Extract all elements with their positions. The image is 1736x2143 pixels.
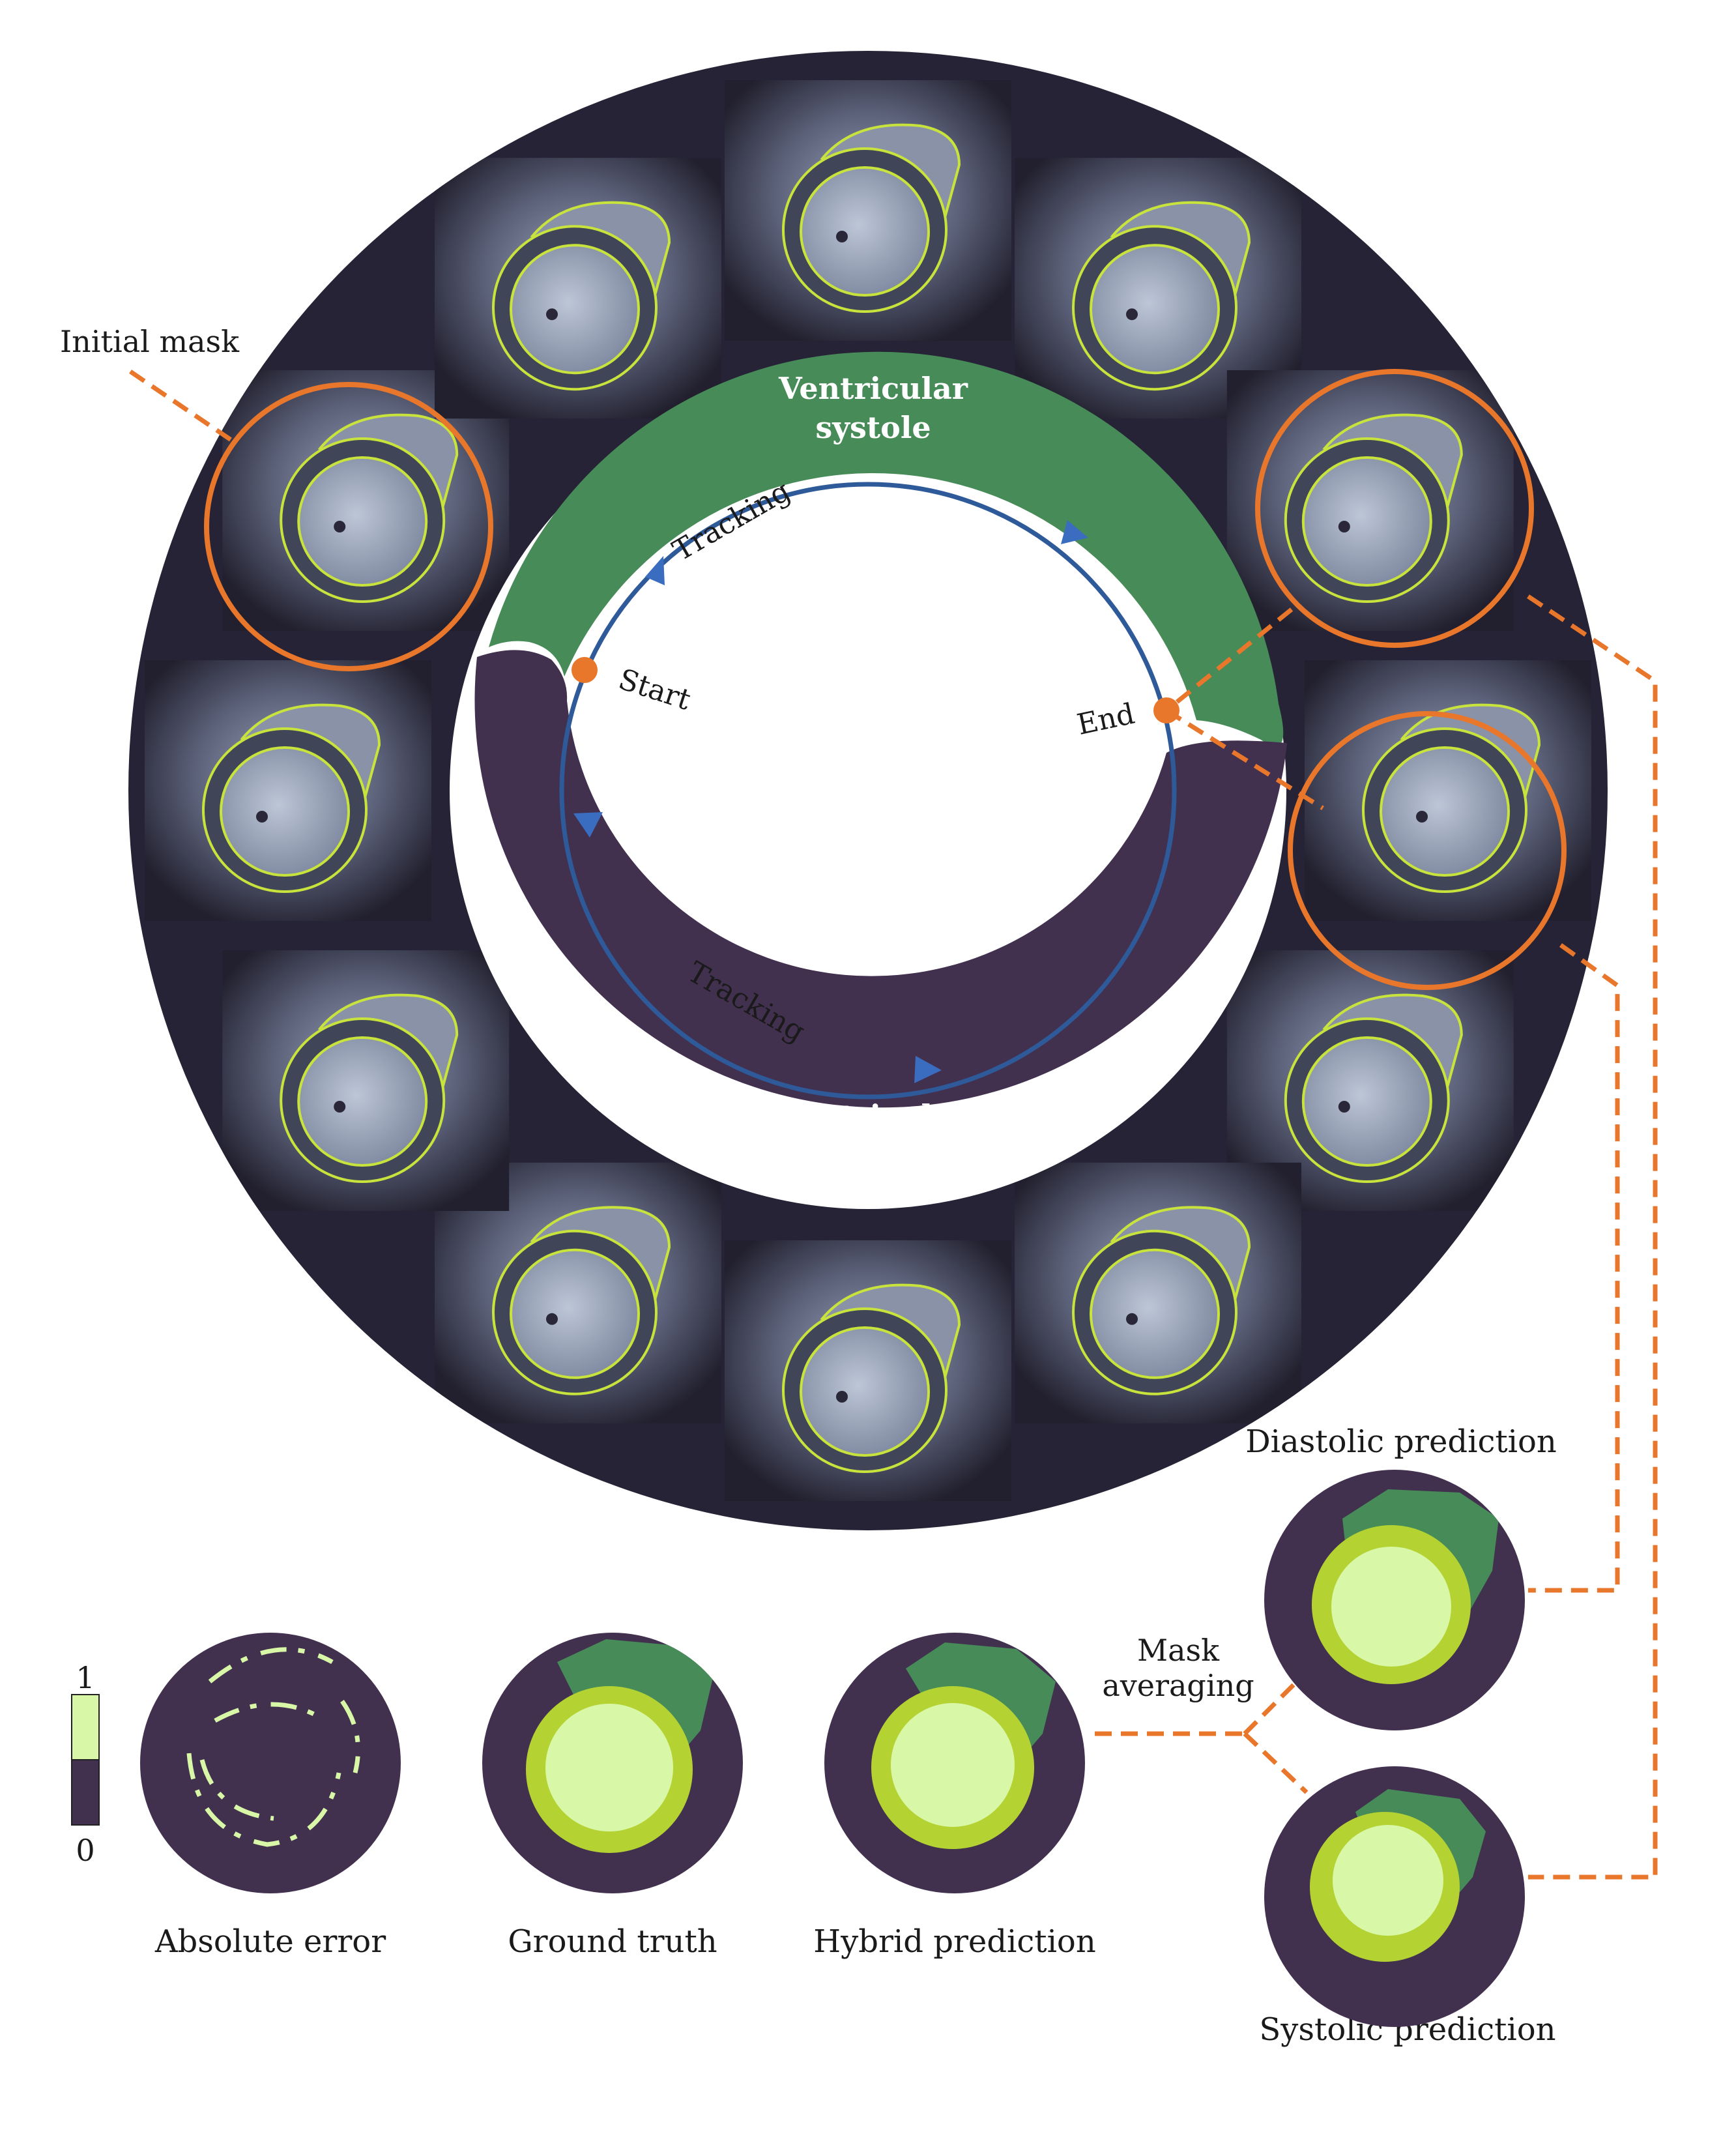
colorbar-high [71,1694,100,1760]
hybrid-prediction [824,1633,1085,1893]
mri-frame [145,660,431,921]
mri-frame [725,1240,1011,1501]
absolute-error [140,1633,401,1893]
mri-frame [1015,1162,1301,1423]
diastole-label-line1: Ventricular [778,1098,968,1133]
colorbar-max-label: 1 [76,1660,94,1695]
systolic-frame-highlight [1255,369,1534,648]
mask-averaging-line2: averaging [1102,1668,1254,1703]
mri-frame [1305,660,1591,921]
mri-frames [145,80,1591,1501]
mri-frame [1226,370,1514,631]
mri-frame [222,370,510,631]
initial-mask-label: Initial mask [60,324,240,359]
ground-truth [482,1633,743,1893]
colorbar-min-label: 0 [76,1833,94,1868]
diastolic-prediction-label: Diastolic prediction [1245,1423,1557,1460]
tracking-arrow-2 [1061,520,1088,544]
systole-label-line2: systole [815,410,931,445]
diastole-label-line2: diastole [807,1139,940,1174]
tracking-arrow-1 [645,556,665,585]
tracking-arrow-4 [914,1056,942,1083]
hybrid-prediction-label: Hybrid prediction [813,1923,1095,1960]
mri-frame [1015,158,1301,419]
tracking-arrow-3 [573,812,603,838]
systole-label-line1: Ventricular [778,371,968,406]
diastole-band [474,650,1287,1108]
mri-frame [435,158,721,419]
systolic-prediction [1264,1766,1525,2027]
mri-frame [222,950,510,1211]
tracking-cycle [559,482,1177,1100]
connectors [129,370,1658,1880]
mri-frame [725,80,1011,341]
systole-band [489,351,1284,746]
colorbar-low [71,1759,100,1826]
initial-mask-highlight [204,382,493,671]
ground-truth-label: Ground truth [508,1923,717,1960]
diastolic-prediction [1264,1470,1525,1730]
mask-averaging-line1: Mask [1137,1633,1220,1668]
absolute-error-label: Absolute error [154,1923,386,1960]
start-marker [571,657,598,683]
diastolic-frame-highlight [1288,711,1567,990]
